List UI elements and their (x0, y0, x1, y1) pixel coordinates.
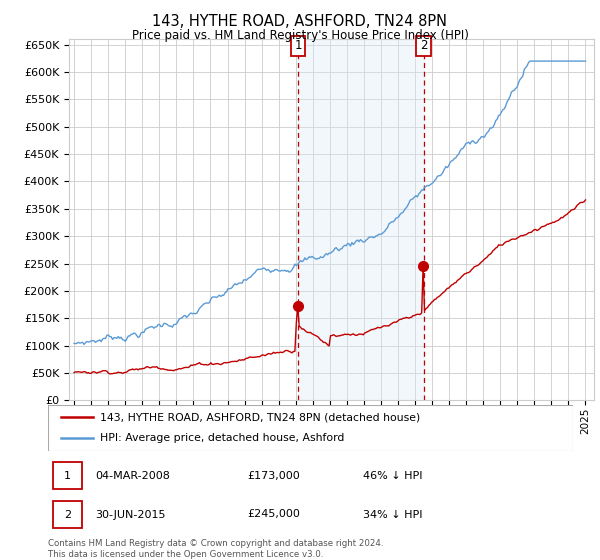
Text: 46% ↓ HPI: 46% ↓ HPI (363, 470, 422, 480)
Text: 34% ↓ HPI: 34% ↓ HPI (363, 510, 422, 520)
Text: 143, HYTHE ROAD, ASHFORD, TN24 8PN (detached house): 143, HYTHE ROAD, ASHFORD, TN24 8PN (deta… (101, 412, 421, 422)
Text: 04-MAR-2008: 04-MAR-2008 (95, 470, 170, 480)
Text: 2: 2 (64, 510, 71, 520)
Text: 1: 1 (295, 39, 302, 52)
Bar (53, 501, 82, 528)
Text: 2: 2 (420, 39, 427, 52)
Bar (53, 461, 82, 489)
Text: £173,000: £173,000 (248, 470, 300, 480)
Text: 1: 1 (64, 470, 71, 480)
Text: 143, HYTHE ROAD, ASHFORD, TN24 8PN: 143, HYTHE ROAD, ASHFORD, TN24 8PN (152, 14, 448, 29)
Text: 30-JUN-2015: 30-JUN-2015 (95, 510, 166, 520)
Text: Contains HM Land Registry data © Crown copyright and database right 2024.: Contains HM Land Registry data © Crown c… (48, 539, 383, 548)
Text: Price paid vs. HM Land Registry's House Price Index (HPI): Price paid vs. HM Land Registry's House … (131, 29, 469, 42)
Text: £245,000: £245,000 (248, 510, 301, 520)
Text: HPI: Average price, detached house, Ashford: HPI: Average price, detached house, Ashf… (101, 433, 345, 443)
Bar (298, 39, 424, 400)
Text: This data is licensed under the Open Government Licence v3.0.: This data is licensed under the Open Gov… (48, 550, 323, 559)
